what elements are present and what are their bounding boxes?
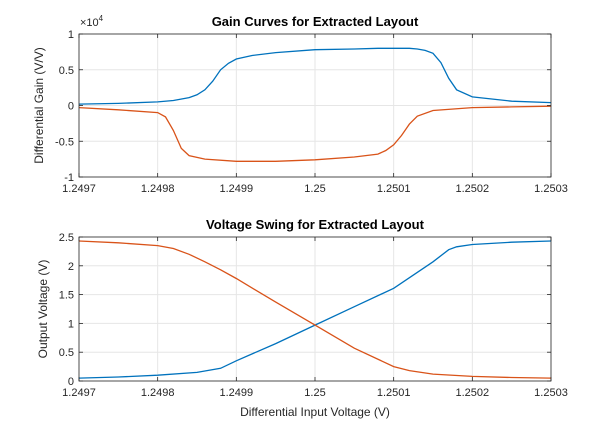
- gain-x-tick-label: 1.2501: [377, 183, 411, 195]
- voltage-swing-plot: 1.2497 1.2498 1.2499 1.25 1.2501 1.2502 1.2503…: [36, 217, 568, 419]
- swing-y-tick-label: 0: [68, 376, 74, 388]
- gain-exponent-label: ×104: [80, 14, 104, 29]
- swing-series-line-2: [78, 240, 552, 379]
- gain-curves-plot: 1.2497 1.2498 1.2499 1.25 1.2501 1.2502 1.2503…: [32, 14, 568, 195]
- gain-series-line-1: [78, 47, 552, 105]
- swing-y-tick-label: 2: [68, 261, 74, 273]
- gain-y-tick-label: 0: [68, 101, 74, 113]
- swing-x-tick-label: 1.2501: [377, 387, 411, 399]
- swing-x-tick-label: 1.2497: [62, 387, 96, 399]
- gain-x-tick-label: 1.2503: [534, 183, 568, 195]
- gain-exponent-power: 4: [99, 14, 104, 23]
- gain-x-tick-label: 1.2497: [62, 183, 96, 195]
- swing-title: Voltage Swing for Extracted Layout: [206, 217, 425, 232]
- gain-series: [78, 47, 552, 162]
- swing-x-tick-label: 1.2498: [141, 387, 175, 399]
- gain-title: Gain Curves for Extracted Layout: [212, 14, 419, 29]
- swing-series-line-1: [78, 240, 552, 379]
- gain-y-tick-label: 1: [68, 29, 74, 41]
- swing-gridlines: [78, 236, 552, 382]
- swing-series: [78, 240, 552, 379]
- gain-x-tick-label: 1.2499: [220, 183, 254, 195]
- swing-x-tick-label: 1.2503: [534, 387, 568, 399]
- gain-gridlines: [78, 33, 552, 178]
- gain-series-line-2: [78, 105, 552, 162]
- gain-y-tick-label: 0.5: [59, 65, 74, 77]
- gain-x-tick-label: 1.2502: [456, 183, 490, 195]
- swing-y-label: Output Voltage (V): [36, 260, 50, 359]
- gain-y-tick-label: -1: [64, 172, 74, 184]
- swing-y-tick-label: 1: [68, 318, 74, 330]
- swing-x-tick-label: 1.2499: [220, 387, 254, 399]
- swing-y-tick-label: 1.5: [59, 290, 74, 302]
- swing-x-tick-label: 1.25: [304, 387, 325, 399]
- gain-x-ticks: 1.2497 1.2498 1.2499 1.25 1.2501 1.2502 1.2503: [62, 34, 568, 195]
- gain-x-tick-label: 1.2498: [141, 183, 175, 195]
- swing-y-ticks: 0 0.5 1 1.5 2 2.5: [59, 232, 551, 388]
- gain-y-label: Differential Gain (V/V): [32, 47, 46, 164]
- gain-x-tick-label: 1.25: [304, 183, 325, 195]
- swing-x-ticks: 1.2497 1.2498 1.2499 1.25 1.2501 1.2502 1.2503: [62, 237, 568, 399]
- gain-y-ticks: -1 -0.5 0 0.5 1: [55, 29, 551, 184]
- swing-x-tick-label: 1.2502: [456, 387, 490, 399]
- gain-y-tick-label: -0.5: [55, 136, 74, 148]
- swing-y-tick-label: 0.5: [59, 347, 74, 359]
- gain-exponent-base: ×10: [80, 17, 99, 29]
- swing-y-tick-label: 2.5: [59, 232, 74, 244]
- swing-x-label: Differential Input Voltage (V): [240, 405, 390, 419]
